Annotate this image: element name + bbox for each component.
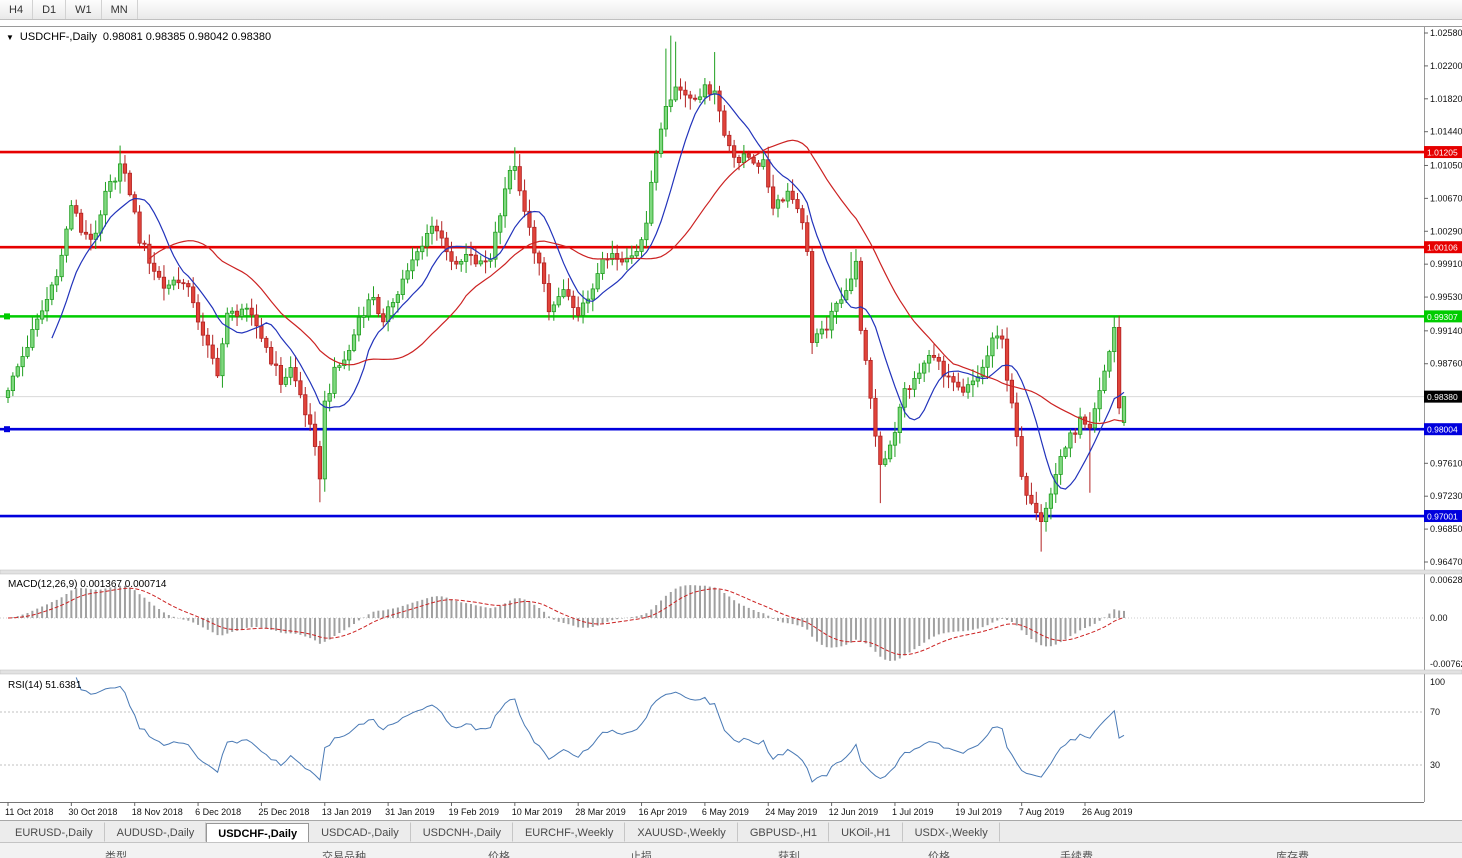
rsi-label: RSI(14) 51.6381 xyxy=(8,680,82,691)
svg-text:100: 100 xyxy=(1430,677,1445,687)
svg-text:31 Jan 2019: 31 Jan 2019 xyxy=(385,807,435,817)
svg-text:10 Mar 2019: 10 Mar 2019 xyxy=(512,807,563,817)
svg-text:26 Aug 2019: 26 Aug 2019 xyxy=(1082,807,1133,817)
svg-text:1.01050: 1.01050 xyxy=(1430,161,1462,171)
svg-text:6 Dec 2018: 6 Dec 2018 xyxy=(195,807,241,817)
svg-text:11 Oct 2018: 11 Oct 2018 xyxy=(5,807,53,817)
svg-text:1.01205: 1.01205 xyxy=(1427,148,1458,158)
macd-panel: 0.006286 0.00 -0.00762 xyxy=(0,575,1462,669)
svg-text:0.00: 0.00 xyxy=(1430,613,1448,623)
svg-text:1.01820: 1.01820 xyxy=(1430,94,1462,104)
panel-splitter-rsi[interactable] xyxy=(0,669,1462,675)
svg-text:70: 70 xyxy=(1430,707,1440,717)
status-column-label: 交易品种 xyxy=(322,851,366,858)
svg-text:1.00106: 1.00106 xyxy=(1427,243,1458,253)
svg-text:12 Jun 2019: 12 Jun 2019 xyxy=(829,807,879,817)
rsi-panel: 100 70 30 xyxy=(0,677,1445,783)
tab-ukoil-h1[interactable]: UKOil-,H1 xyxy=(829,822,903,842)
timeframe-mn-button[interactable]: MN xyxy=(102,0,138,19)
svg-text:6 May 2019: 6 May 2019 xyxy=(702,807,749,817)
svg-text:0.98760: 0.98760 xyxy=(1430,359,1462,369)
svg-text:0.97610: 0.97610 xyxy=(1430,458,1462,468)
panel-splitter-macd[interactable] xyxy=(0,569,1462,575)
moving-average-lines xyxy=(51,93,1125,490)
svg-text:0.96470: 0.96470 xyxy=(1430,557,1462,567)
svg-text:28 Mar 2019: 28 Mar 2019 xyxy=(575,807,626,817)
current-price-tag xyxy=(1424,390,1462,403)
svg-text:1.00290: 1.00290 xyxy=(1430,226,1462,236)
status-column-label: 类型 xyxy=(105,851,127,858)
svg-text:0.96850: 0.96850 xyxy=(1430,524,1462,534)
tab-xauusd-weekly[interactable]: XAUUSD-,Weekly xyxy=(625,822,738,842)
svg-text:18 Nov 2018: 18 Nov 2018 xyxy=(132,807,183,817)
status-column-label: 价格 xyxy=(488,851,510,858)
svg-text:0.97230: 0.97230 xyxy=(1430,491,1462,501)
svg-text:1.02200: 1.02200 xyxy=(1430,61,1462,71)
tab-eurchf-weekly[interactable]: EURCHF-,Weekly xyxy=(513,822,626,842)
svg-text:30 Oct 2018: 30 Oct 2018 xyxy=(68,807,117,817)
terminal-status-strip: 类型 交易品种 价格 止损 获利 价格 手续费 库存费 xyxy=(0,842,1462,858)
date-axis[interactable]: 11 Oct 2018 30 Oct 2018 18 Nov 2018 6 Dec 2… xyxy=(5,802,1133,817)
svg-text:0.99307: 0.99307 xyxy=(1427,312,1458,322)
status-column-label: 价格 xyxy=(928,851,950,858)
svg-text:1 Jul 2019: 1 Jul 2019 xyxy=(892,807,934,817)
status-column-label: 止损 xyxy=(630,851,652,858)
svg-text:1.01440: 1.01440 xyxy=(1430,127,1462,137)
svg-text:1.02580: 1.02580 xyxy=(1430,28,1462,38)
status-column-label: 获利 xyxy=(778,851,800,858)
timeframe-toolbar: H4 D1 W1 MN xyxy=(0,0,1462,20)
svg-text:13 Jan 2019: 13 Jan 2019 xyxy=(322,807,372,817)
candlesticks xyxy=(5,35,1127,552)
tab-gbpusd-h1[interactable]: GBPUSD-,H1 xyxy=(738,822,830,842)
svg-text:0.99530: 0.99530 xyxy=(1430,292,1462,302)
tab-eurusd-daily[interactable]: EURUSD-,Daily xyxy=(3,822,105,842)
horizontal-level-lines[interactable] xyxy=(0,150,1424,518)
svg-text:25 Dec 2018: 25 Dec 2018 xyxy=(258,807,309,817)
tab-usdcnh-daily[interactable]: USDCNH-,Daily xyxy=(411,822,513,842)
price-scale[interactable]: 1.02580 1.02200 1.01820 1.01440 1.01050 1.006… xyxy=(1424,28,1462,567)
timeframe-w1-button[interactable]: W1 xyxy=(66,0,102,19)
tab-audusd-daily[interactable]: AUDUSD-,Daily xyxy=(105,822,207,842)
tab-usdchf-daily[interactable]: USDCHF-,Daily xyxy=(206,823,310,843)
svg-text:30: 30 xyxy=(1430,760,1440,770)
macd-label: MACD(12,26,9) 0.001367 0.000714 xyxy=(8,579,167,590)
svg-text:0.97001: 0.97001 xyxy=(1427,512,1458,522)
svg-text:0.99910: 0.99910 xyxy=(1430,259,1462,269)
status-column-label: 库存费 xyxy=(1276,851,1309,858)
svg-text:0.98004: 0.98004 xyxy=(1427,425,1458,435)
svg-text:7 Aug 2019: 7 Aug 2019 xyxy=(1019,807,1065,817)
tab-usdx-weekly[interactable]: USDX-,Weekly xyxy=(903,822,1000,842)
svg-text:19 Jul 2019: 19 Jul 2019 xyxy=(955,807,1002,817)
svg-text:24 May 2019: 24 May 2019 xyxy=(765,807,817,817)
status-column-label: 手续费 xyxy=(1060,851,1093,858)
svg-text:-0.00762: -0.00762 xyxy=(1430,659,1462,669)
svg-text:0.99140: 0.99140 xyxy=(1430,326,1462,336)
svg-text:19 Feb 2019: 19 Feb 2019 xyxy=(449,807,500,817)
svg-text:0.006286: 0.006286 xyxy=(1430,575,1462,585)
tab-usdcad-daily[interactable]: USDCAD-,Daily xyxy=(309,822,411,842)
svg-text:16 Apr 2019: 16 Apr 2019 xyxy=(639,807,688,817)
timeframe-h4-button[interactable]: H4 xyxy=(0,0,34,19)
symbol-tabbar: EURUSD-,Daily AUDUSD-,Daily USDCHF-,Dail… xyxy=(0,820,1462,843)
timeframe-d1-button[interactable]: D1 xyxy=(33,0,67,19)
svg-text:1.00670: 1.00670 xyxy=(1430,193,1462,203)
svg-text:0.98380: 0.98380 xyxy=(1427,392,1458,402)
